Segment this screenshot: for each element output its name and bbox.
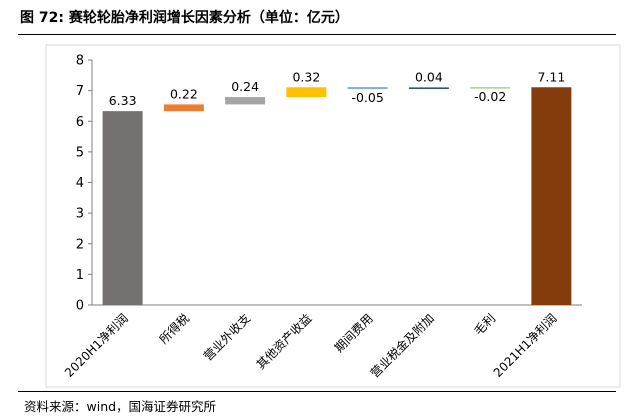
data-label: -0.05 <box>351 90 383 105</box>
bar <box>286 87 327 98</box>
y-tick-label: 7 <box>76 84 84 99</box>
x-tick-label: 2020H1净利润 <box>62 311 131 380</box>
top-rule <box>18 34 616 35</box>
bar <box>347 87 388 89</box>
data-label: 6.33 <box>109 93 137 108</box>
axes: 0 1 2 3 4 5 6 7 8 <box>76 54 582 314</box>
data-label: 0.32 <box>292 69 320 84</box>
bar <box>531 87 572 305</box>
y-tick-label: 4 <box>76 176 84 191</box>
y-tick-label: 6 <box>76 115 84 130</box>
data-label: 7.11 <box>537 69 565 84</box>
bar <box>408 87 449 89</box>
bar <box>163 104 204 112</box>
x-tick-label: 2021H1净利润 <box>491 311 560 380</box>
data-label: 0.24 <box>231 79 259 94</box>
y-tick-label: 5 <box>76 145 84 160</box>
x-tick-label: 毛利 <box>471 311 498 338</box>
x-tick-label: 其他资产收益 <box>254 311 315 372</box>
y-tick-label: 2 <box>76 237 84 252</box>
y-tick-label: 8 <box>76 54 84 69</box>
bar <box>225 97 266 105</box>
waterfall-chart: 0 1 2 3 4 5 6 7 8 6.33 0.22 0.24 0.32 -0.05 0.04 -0.02… <box>45 44 621 388</box>
y-tick-label: 3 <box>76 207 84 222</box>
data-label: 0.22 <box>170 86 198 101</box>
source-note: 资料来源：wind，国海证券研究所 <box>24 399 217 414</box>
value-labels-group: 6.33 0.22 0.24 0.32 -0.05 0.04 -0.02 7.11 <box>109 69 566 108</box>
bar <box>102 111 143 305</box>
bottom-rule <box>18 391 616 392</box>
y-tick-label: 0 <box>76 299 84 314</box>
x-tick-label: 营业税金及附加 <box>367 311 437 381</box>
bars-group <box>102 87 572 305</box>
data-label: -0.02 <box>474 89 506 104</box>
x-tick-label: 所得税 <box>156 311 192 347</box>
data-label: 0.04 <box>415 69 443 84</box>
figure-title: 图 72: 赛轮轮胎净利润增长因素分析（单位：亿元） <box>20 10 349 26</box>
plot-border <box>45 44 621 388</box>
bar <box>470 87 511 89</box>
y-tick-label: 1 <box>76 268 84 283</box>
x-tick-label: 期间费用 <box>332 311 376 355</box>
x-tick-label: 营业外收支 <box>201 311 253 363</box>
